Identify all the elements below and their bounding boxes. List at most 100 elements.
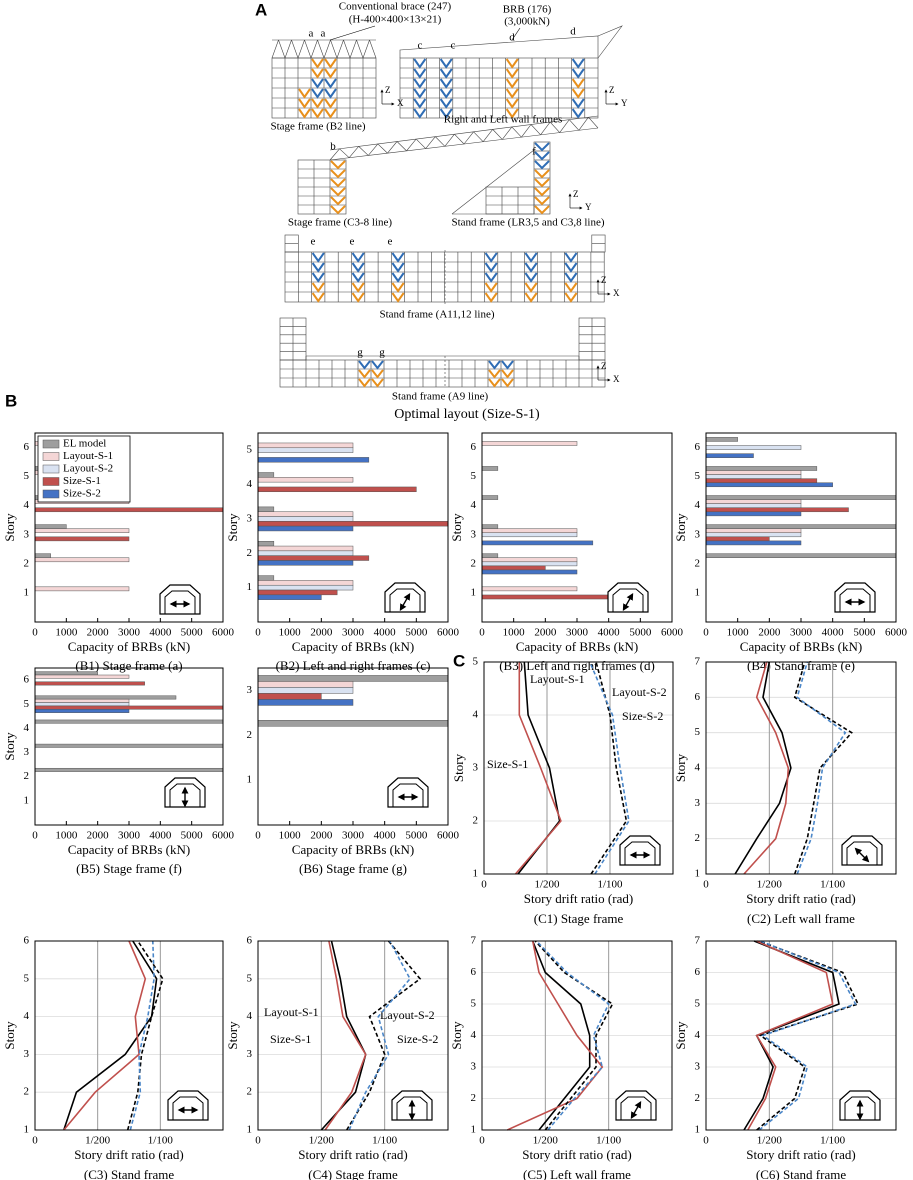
x-tick-label: 1000 xyxy=(55,830,78,842)
y-tick-label: 7 xyxy=(695,656,701,668)
chart-caption: (C3) Stand frame xyxy=(84,1167,174,1180)
drift-line xyxy=(758,940,857,1131)
y-tick-label: 1 xyxy=(247,581,253,593)
plan-icon xyxy=(841,835,883,866)
frame-letter: f xyxy=(532,146,536,158)
bar xyxy=(481,540,594,546)
x-tick-label: 4000 xyxy=(822,627,845,639)
plan-icon xyxy=(387,777,429,808)
drift-line xyxy=(747,940,834,1131)
bar xyxy=(34,702,130,707)
bar xyxy=(34,695,177,700)
legend-swatch xyxy=(42,477,60,486)
x-tick-label: 1/200 xyxy=(757,1135,783,1147)
plan-inner xyxy=(172,1096,204,1120)
plan-icon xyxy=(839,1090,881,1121)
frame-line xyxy=(329,148,340,161)
plan-outline xyxy=(167,1090,209,1121)
brace xyxy=(391,262,405,273)
bar xyxy=(34,557,130,563)
plot-frame xyxy=(34,940,224,1131)
y-tick-label: 2 xyxy=(695,832,701,844)
brace xyxy=(324,68,337,79)
y-tick-label: 3 xyxy=(24,528,30,540)
bar xyxy=(705,478,818,483)
y-tick-label: 4 xyxy=(247,478,253,490)
brace xyxy=(571,58,585,69)
bar xyxy=(257,675,449,682)
x-tick-label: 2000 xyxy=(758,627,781,639)
chart-caption: (B6) Stage frame (g) xyxy=(299,861,407,876)
brace xyxy=(351,252,365,263)
x-tick-label: 1/100 xyxy=(820,1135,846,1147)
brace xyxy=(505,78,519,89)
x-tick-label: 2000 xyxy=(534,627,557,639)
chart-caption: (C4) Stage frame xyxy=(308,1167,398,1180)
y-axis-label: Story xyxy=(673,513,688,542)
brace xyxy=(391,272,405,283)
drift-line xyxy=(324,940,367,1131)
frame-line xyxy=(530,124,541,136)
frame-line xyxy=(463,131,474,145)
x-axis-label: Story drift ratio (rad) xyxy=(524,891,633,906)
frame-line xyxy=(540,121,551,136)
legend-label: Layout-S-2 xyxy=(63,463,113,475)
bar xyxy=(705,445,802,450)
brace xyxy=(413,58,427,69)
x-tick-label: 1/200 xyxy=(309,1135,335,1147)
y-tick-label: 1 xyxy=(471,586,477,598)
y-tick-label: 4 xyxy=(471,499,477,511)
brace xyxy=(505,98,519,109)
frame-line xyxy=(369,39,377,59)
frame-line xyxy=(502,126,513,140)
bar xyxy=(34,507,224,513)
x-tick-label: 1/200 xyxy=(757,879,783,891)
plan-inner xyxy=(396,1096,428,1120)
plan-icon xyxy=(619,835,661,866)
brace xyxy=(534,151,550,161)
drift-line xyxy=(531,940,591,1131)
brace xyxy=(439,58,453,69)
y-tick-label: 3 xyxy=(24,1048,30,1060)
x-tick-label: 1000 xyxy=(279,830,302,842)
y-axis-label: Story xyxy=(2,513,17,542)
brace xyxy=(311,58,324,69)
bar xyxy=(34,705,224,710)
axis-letter: Z xyxy=(609,85,615,95)
brace xyxy=(439,108,453,119)
y-tick-label: 5 xyxy=(695,998,701,1010)
brace xyxy=(571,88,585,99)
x-tick-label: 3000 xyxy=(342,627,365,639)
frame-line xyxy=(492,129,503,140)
y-tick-label: 5 xyxy=(695,470,701,482)
bar xyxy=(34,671,98,676)
frame-line xyxy=(323,39,331,59)
axis-letter: X xyxy=(613,374,620,384)
y-tick-label: 5 xyxy=(24,698,30,710)
brace xyxy=(484,262,498,273)
panel-label: B xyxy=(5,391,17,410)
x-axis-label: Capacity of BRBs (kN) xyxy=(292,639,414,654)
brace xyxy=(505,108,519,119)
x-tick-label: 1/100 xyxy=(597,879,623,891)
x-tick-label: 1000 xyxy=(503,627,526,639)
y-tick-label: 3 xyxy=(695,797,701,809)
plan-inner xyxy=(844,1096,876,1120)
plan-icon xyxy=(607,582,649,613)
brace xyxy=(330,196,346,206)
frame-letter: c xyxy=(418,40,423,52)
drift-line xyxy=(756,940,860,1131)
brace xyxy=(484,252,498,263)
y-tick-label: 4 xyxy=(473,709,479,721)
bar xyxy=(481,524,499,529)
plan-icon xyxy=(615,1090,657,1121)
y-tick-label: 6 xyxy=(247,935,253,947)
bar xyxy=(34,681,145,686)
legend-label: Layout-S-1 xyxy=(63,450,113,462)
brace xyxy=(358,378,371,388)
frame-caption: Stand frame (A9 line) xyxy=(392,391,489,403)
brace xyxy=(439,78,453,89)
y-axis-label: Story xyxy=(449,513,464,542)
plan-icon xyxy=(834,582,876,613)
brace xyxy=(564,272,578,283)
